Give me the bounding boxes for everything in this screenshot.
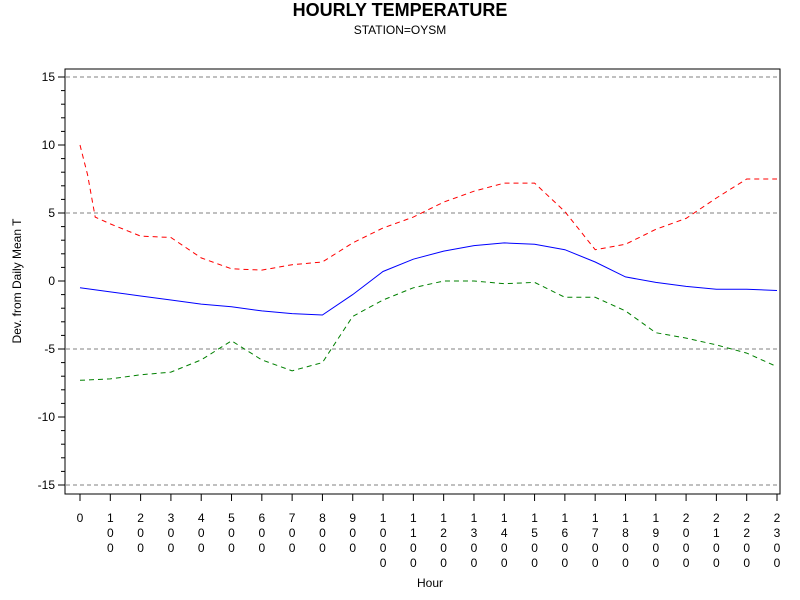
chart-subtitle: STATION=OYSM (353, 23, 447, 37)
y-axis-label: Dev. from Daily Mean T (10, 218, 24, 344)
series-line-1 (79, 144, 777, 271)
x-axis-label: Hour (417, 576, 443, 590)
y-tick-label: 0 (48, 274, 55, 288)
y-tick-label: 5 (48, 206, 55, 220)
series-line-2 (79, 242, 778, 316)
series-line-3 (79, 280, 778, 381)
y-tick-label: 15 (42, 70, 56, 84)
y-tick-label: -5 (44, 342, 55, 356)
y-tick-label: 10 (42, 138, 56, 152)
x-tick-label: 0 (77, 511, 84, 525)
y-tick-label: -10 (38, 410, 56, 424)
plot-frame (64, 68, 781, 495)
chart-title: HOURLY TEMPERATURE (292, 0, 508, 20)
y-tick-label: -15 (38, 478, 56, 492)
